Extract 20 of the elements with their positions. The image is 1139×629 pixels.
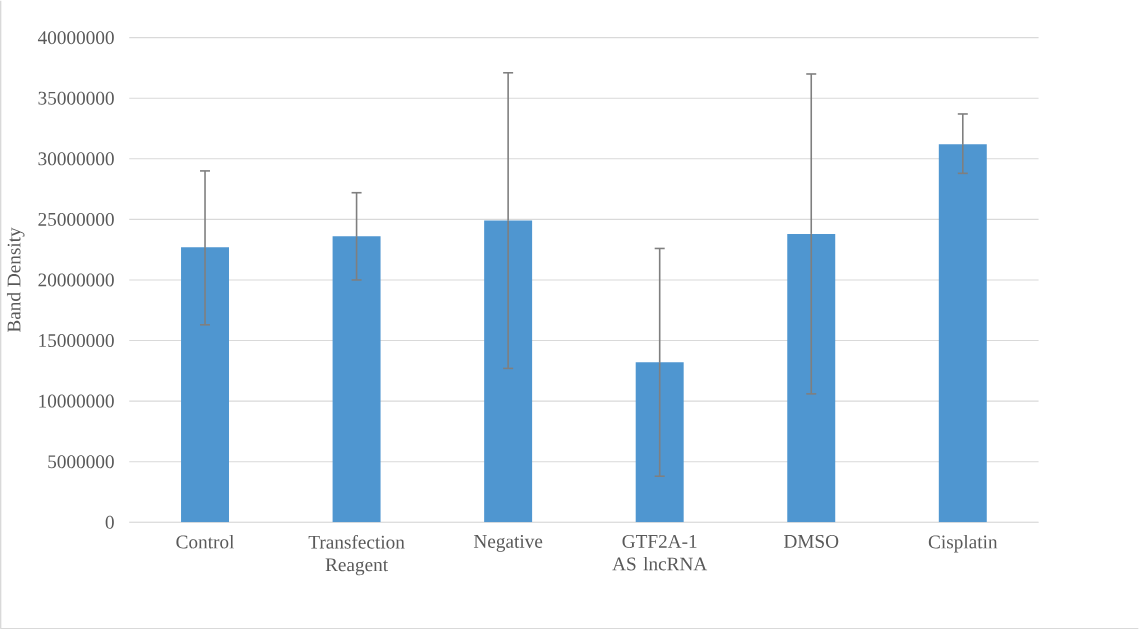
bar <box>181 247 230 523</box>
y-tick-label: 5000000 <box>48 455 114 469</box>
y-tick-label: 15000000 <box>39 333 114 347</box>
y-tick-label: 30000000 <box>38 152 114 166</box>
x-tick-label: Transfection Reagent <box>308 534 405 576</box>
y-tick-label: 35000000 <box>38 91 114 105</box>
y-tick-label: 0 <box>105 515 114 529</box>
x-tick-label: Cisplatin <box>928 534 998 553</box>
bar <box>332 236 381 523</box>
bar <box>938 144 987 523</box>
x-tick-label: Negative <box>473 534 543 552</box>
x-tick-label: GTF2A-1 AS lncRNA <box>612 534 708 571</box>
y-tick-label: 10000000 <box>39 394 114 408</box>
x-tick-label: Control <box>176 534 235 549</box>
y-tick-label: 40000000 <box>37 30 114 44</box>
y-tick-label: 25000000 <box>38 212 114 226</box>
x-tick-label: DMSO <box>783 534 839 548</box>
bar <box>484 220 533 523</box>
y-axis-title: Band Density <box>6 227 25 332</box>
y-tick-label: 20000000 <box>38 273 114 287</box>
